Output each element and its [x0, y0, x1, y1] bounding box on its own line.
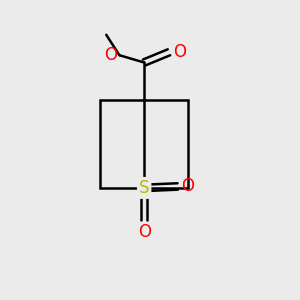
Text: S: S — [139, 179, 149, 197]
Text: O: O — [138, 223, 151, 241]
Text: O: O — [173, 43, 186, 61]
Text: O: O — [104, 46, 117, 64]
Text: O: O — [181, 178, 194, 196]
